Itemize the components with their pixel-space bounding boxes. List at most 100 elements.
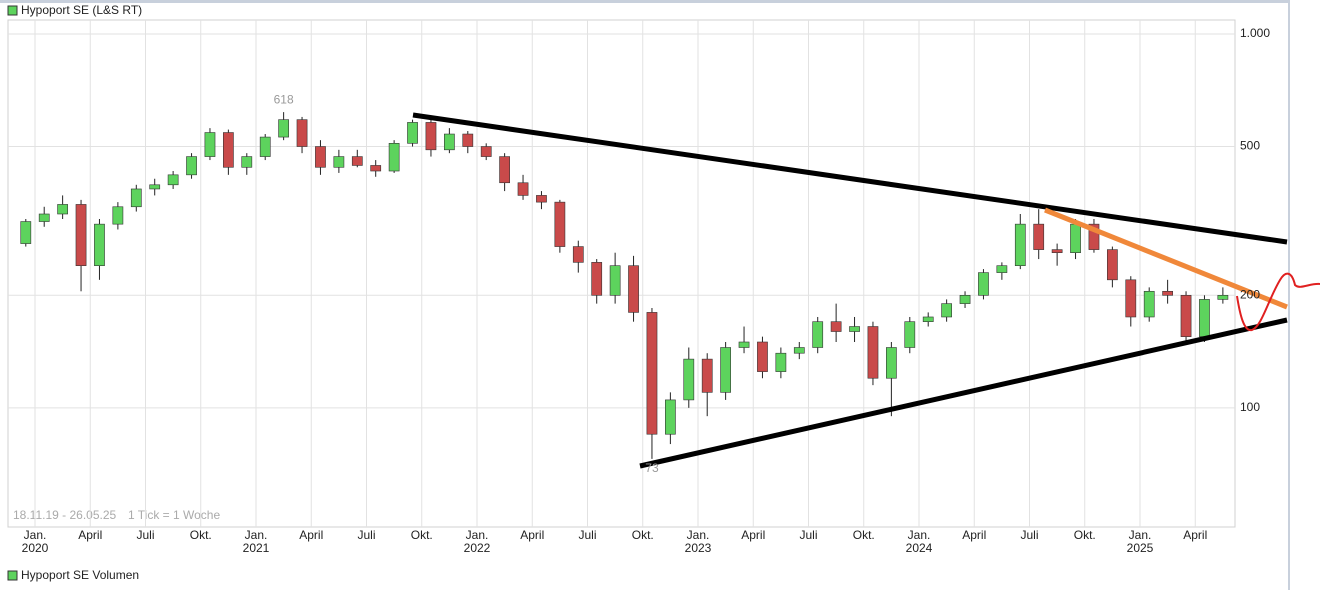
candle-body: [886, 347, 897, 379]
min-label: 73: [645, 461, 659, 475]
x-tick-label: Okt.: [1074, 528, 1096, 542]
y-tick-label: 200: [1240, 287, 1260, 301]
candle-body: [701, 358, 713, 393]
candle-body: [38, 213, 50, 222]
candle-body: [1217, 294, 1229, 300]
candle-body: [223, 132, 234, 168]
candle-body: [351, 156, 363, 166]
candle-body: [186, 156, 197, 176]
candle-body: [609, 265, 621, 296]
x-tick-label: Jan.: [908, 528, 931, 542]
candle-body: [1125, 279, 1137, 318]
x-tick-label: Okt.: [632, 528, 654, 542]
x-tick-label: April: [78, 528, 102, 542]
candle-body: [75, 204, 87, 266]
candle-body: [922, 316, 934, 322]
trend-line: [639, 317, 1288, 469]
candle-body: [333, 156, 345, 168]
candle-body: [241, 156, 253, 168]
legend-swatch: [7, 570, 18, 581]
candle-body: [1143, 290, 1155, 318]
x-tick-label: April: [962, 528, 986, 542]
candle-body: [1088, 223, 1100, 250]
candle-body: [462, 133, 474, 147]
x-tick-label: Jan.: [687, 528, 710, 542]
x-tick-label: Okt.: [853, 528, 875, 542]
x-tick-label: April: [741, 528, 765, 542]
candle-body: [793, 347, 805, 354]
candle-body: [867, 326, 879, 379]
candle-body: [425, 122, 437, 151]
x-year-label: 2025: [1127, 541, 1154, 555]
candle-body: [1180, 294, 1192, 337]
x-tick-label: Juli: [1020, 528, 1038, 542]
x-year-label: 2020: [22, 541, 49, 555]
y-tick-label: 500: [1240, 139, 1260, 153]
x-tick-label: Okt.: [411, 528, 433, 542]
candle-body: [959, 294, 971, 304]
candle-body: [665, 399, 676, 435]
plot-frame: [7, 19, 1236, 528]
grid: [8, 20, 1235, 527]
candle-body: [499, 156, 510, 184]
candle-body: [738, 341, 750, 348]
y-tick-label: 1.000: [1240, 26, 1270, 40]
candle-body: [388, 143, 400, 172]
candle-body: [1014, 223, 1026, 266]
max-label: 618: [274, 92, 294, 106]
candle-body: [444, 133, 455, 151]
candle-body: [149, 184, 161, 190]
x-tick-label: Jan.: [466, 528, 489, 542]
interval-text: 1 Tick = 1 Woche: [128, 508, 220, 522]
x-tick-label: April: [299, 528, 323, 542]
candle-body: [572, 246, 584, 263]
candle-body: [720, 347, 731, 393]
x-tick-label: Jan.: [245, 528, 268, 542]
candle-body: [683, 358, 695, 401]
x-tick-label: Juli: [357, 528, 375, 542]
x-tick-label: Jan.: [1129, 528, 1152, 542]
candle-body: [94, 223, 105, 266]
legend-title: Hypoport SE (L&S RT): [21, 3, 142, 17]
candle-body: [1107, 249, 1118, 281]
candle-body: [259, 136, 271, 157]
candle-body: [996, 265, 1008, 273]
x-year-label: 2022: [464, 541, 491, 555]
candle-body: [591, 262, 603, 296]
candle-body: [130, 188, 142, 208]
trend-line: [1044, 207, 1288, 310]
candle-body: [646, 312, 658, 435]
candle-body: [57, 204, 68, 215]
x-year-label: 2023: [685, 541, 712, 555]
x-tick-label: Juli: [136, 528, 154, 542]
x-year-label: 2021: [243, 541, 270, 555]
candle-body: [480, 146, 492, 157]
candle-body: [978, 272, 989, 296]
candle-body: [1162, 290, 1173, 296]
hand-drawing: [1236, 272, 1320, 332]
candle-body: [204, 132, 216, 157]
x-tick-label: Juli: [799, 528, 817, 542]
volume-legend: Hypoport SE Volumen: [21, 568, 139, 582]
candle-body: [1051, 249, 1063, 253]
x-tick-label: Okt.: [190, 528, 212, 542]
x-tick-label: April: [520, 528, 544, 542]
candle-body: [112, 206, 124, 225]
x-tick-label: Juli: [578, 528, 596, 542]
legend-swatch: [7, 5, 18, 16]
candle-body: [536, 195, 547, 203]
x-tick-label: April: [1183, 528, 1207, 542]
candle-body: [315, 146, 326, 168]
candle-body: [407, 122, 418, 144]
candle-body: [167, 174, 179, 186]
candle-body: [849, 326, 860, 332]
x-tick-label: Jan.: [24, 528, 47, 542]
trend-line: [412, 112, 1288, 245]
candle-body: [628, 265, 639, 313]
y-tick-label: 100: [1240, 400, 1260, 414]
candle-body: [1199, 299, 1210, 337]
candle-body: [775, 352, 787, 372]
candle-body: [278, 119, 289, 138]
x-year-label: 2024: [906, 541, 933, 555]
